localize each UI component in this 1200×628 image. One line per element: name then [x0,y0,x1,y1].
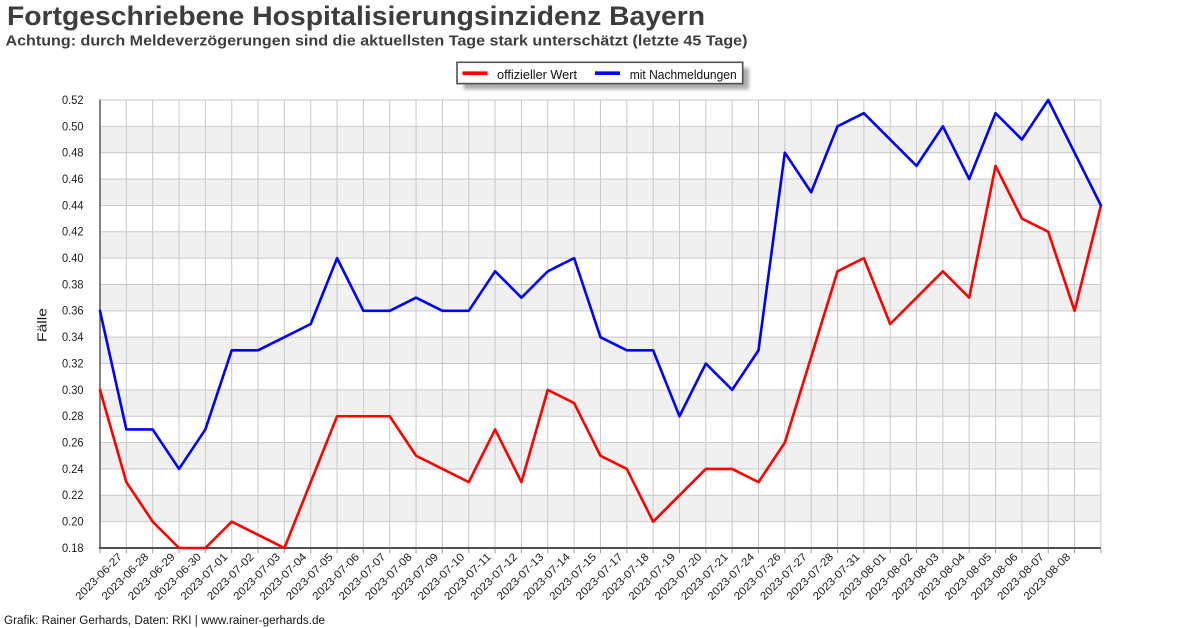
svg-text:0.50: 0.50 [62,121,84,133]
svg-text:0.46: 0.46 [62,174,84,186]
svg-text:0.48: 0.48 [62,148,84,160]
svg-text:Grafik: Rainer Gerhards, Daten: Grafik: Rainer Gerhards, Daten: RKI | ww… [4,615,325,627]
svg-text:0.22: 0.22 [62,490,84,502]
svg-text:0.20: 0.20 [62,517,84,529]
svg-text:0.30: 0.30 [62,385,84,397]
svg-text:offizieller Wert: offizieller Wert [497,67,577,82]
svg-text:0.44: 0.44 [62,200,84,212]
svg-text:0.24: 0.24 [62,464,84,476]
svg-text:mit Nachmeldungen: mit Nachmeldungen [630,67,737,82]
svg-text:0.36: 0.36 [62,306,84,318]
svg-text:0.28: 0.28 [62,411,84,423]
svg-text:Fälle: Fälle [36,308,50,342]
svg-text:0.18: 0.18 [62,543,84,555]
svg-text:Achtung: durch Meldeverzögerun: Achtung: durch Meldeverzögerungen sind d… [6,34,748,50]
svg-text:0.52: 0.52 [62,95,84,107]
svg-text:0.42: 0.42 [62,227,84,239]
svg-text:0.40: 0.40 [62,253,84,265]
svg-text:0.34: 0.34 [62,332,84,344]
svg-text:Fortgeschriebene Hospitalisier: Fortgeschriebene Hospitalisierungsinzide… [7,1,705,31]
svg-text:0.32: 0.32 [62,358,84,370]
svg-text:0.38: 0.38 [62,279,84,291]
svg-text:0.26: 0.26 [62,437,84,449]
